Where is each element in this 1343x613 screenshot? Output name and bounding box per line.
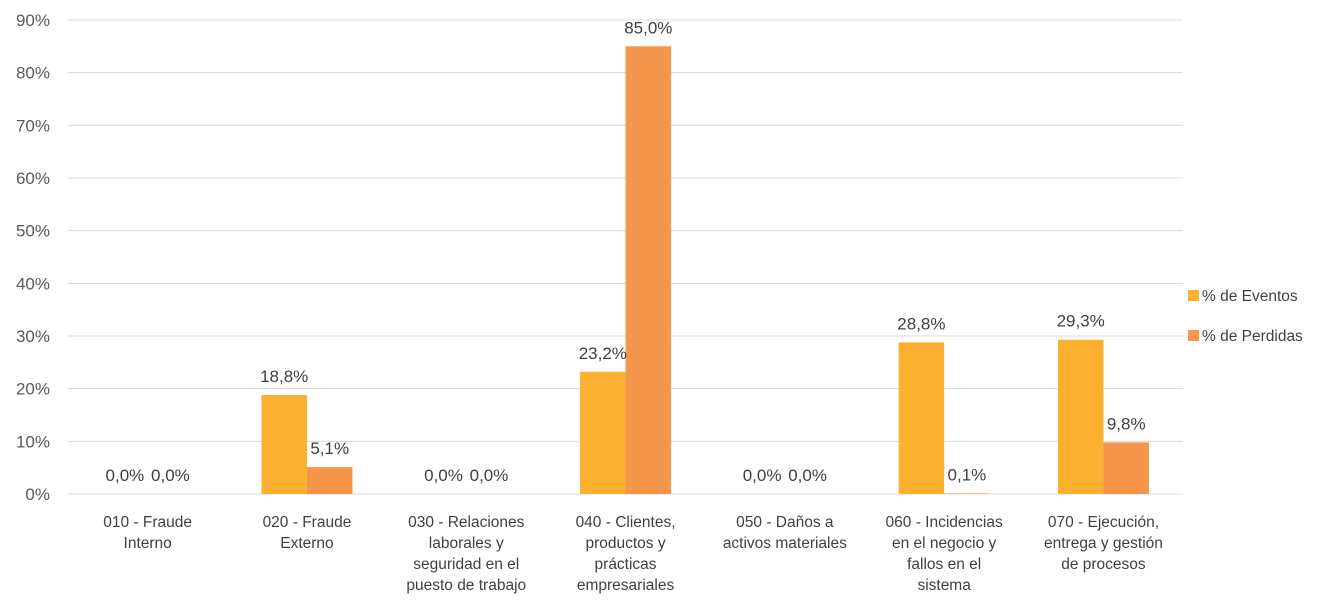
legend: % de Eventos % de Perdidas <box>1188 288 1303 345</box>
data-label: 18,8% <box>260 367 308 386</box>
y-tick-label: 60% <box>16 169 50 188</box>
y-tick-label: 40% <box>16 274 50 293</box>
data-label: 0,0% <box>424 466 463 485</box>
y-tick-label: 90% <box>16 11 50 30</box>
gridlines <box>68 19 1183 495</box>
data-label: 0,0% <box>470 466 509 485</box>
data-label: 23,2% <box>579 344 627 363</box>
data-label: 0,0% <box>788 466 827 485</box>
y-tick-label: 80% <box>16 64 50 83</box>
data-label: 0,0% <box>151 466 190 485</box>
data-label: 9,8% <box>1107 414 1146 433</box>
y-axis: 0% 10% 20% 30% 40% 50% 60% 70% 80% 90% <box>16 11 50 504</box>
x-category-label: 040 - Clientes, productos y prácticas empre… <box>576 514 676 594</box>
x-category-label: 020 - Fraude Externo <box>263 514 352 552</box>
bar-eventos <box>1057 339 1104 494</box>
data-label: 0,1% <box>948 465 987 484</box>
y-tick-label: 20% <box>16 380 50 399</box>
data-label: 5,1% <box>310 439 349 458</box>
y-tick-label: 0% <box>25 485 50 504</box>
data-label: 28,8% <box>897 314 945 333</box>
legend-label: % de Eventos <box>1202 288 1298 305</box>
x-category-label: 010 - Fraude Interno <box>103 514 192 552</box>
y-tick-label: 10% <box>16 432 50 451</box>
bar-perdidas <box>306 467 353 494</box>
bar-eventos <box>580 371 626 494</box>
x-axis: 010 - Fraude Interno 020 - Fraude Externo 03… <box>103 514 1163 594</box>
data-label: 0,0% <box>743 466 782 485</box>
bar-perdidas <box>944 493 990 494</box>
data-labels: 0,0% 0,0% 18,8% 5,1% 0,0% 0,0% 23,2% 85,0% 0,0% 0… <box>106 18 1146 485</box>
bar-eventos <box>898 342 945 494</box>
legend-swatch <box>1188 330 1199 341</box>
x-category-label: 060 - Incidencias en el negocio y fallos e… <box>886 514 1003 594</box>
bar-eventos <box>261 394 307 494</box>
data-label: 0,0% <box>106 466 145 485</box>
y-tick-label: 30% <box>16 327 50 346</box>
legend-swatch <box>1188 290 1199 301</box>
data-label: 85,0% <box>624 18 672 37</box>
y-tick-label: 50% <box>16 222 50 241</box>
bars <box>261 46 1149 494</box>
data-label: 29,3% <box>1057 312 1105 331</box>
x-category-label: 050 - Daños a activos materiales <box>723 514 847 552</box>
bar-perdidas <box>1103 442 1149 494</box>
bar-perdidas <box>625 46 672 494</box>
x-category-label: 070 - Ejecución, entrega y gestión de proc… <box>1044 514 1163 573</box>
legend-label: % de Perdidas <box>1202 328 1303 345</box>
x-category-label: 030 - Relaciones laborales y seguridad en … <box>406 514 526 594</box>
y-tick-label: 70% <box>16 116 50 135</box>
